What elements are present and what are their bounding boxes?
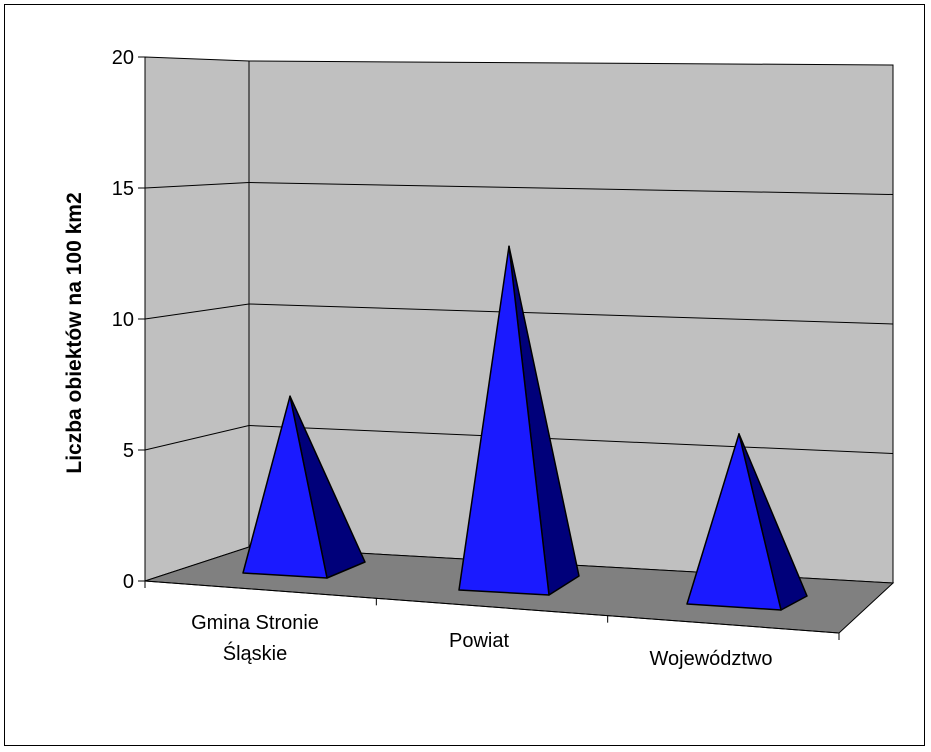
x-category-label: Województwo <box>649 648 772 670</box>
pyramid-chart: 0 5 10 15 20 Gmina Stronie Śląskie Powiat Wojew… <box>63 47 895 670</box>
gridline-side <box>144 303 250 320</box>
x-category-label: Gmina Stronie Śląskie <box>191 612 319 665</box>
back-wall <box>248 60 894 584</box>
y-tick-label: 20 <box>112 47 134 69</box>
gridline-back <box>248 182 894 195</box>
y-tick-label: 0 <box>123 571 134 593</box>
gridline-side <box>144 425 250 451</box>
x-axis-line <box>144 580 840 634</box>
side-wall <box>144 56 250 582</box>
gridline-back <box>248 303 894 325</box>
gridline-back <box>248 425 894 454</box>
y-axis-title: Liczba obiektów na 100 km2 <box>63 192 86 473</box>
chart-frame: 0 5 10 15 20 Gmina Stronie Śląskie Powiat Wojew… <box>4 4 925 746</box>
x-category-label: Powiat <box>449 630 509 652</box>
y-tick-label: 5 <box>123 440 134 462</box>
gridline-side <box>144 182 250 189</box>
y-tick-label: 15 <box>112 178 134 200</box>
pyramid-front-face <box>458 245 550 596</box>
y-tick-label: 10 <box>112 309 134 331</box>
pyramid-front-face <box>686 433 782 611</box>
pyramid-front-face <box>242 395 328 579</box>
